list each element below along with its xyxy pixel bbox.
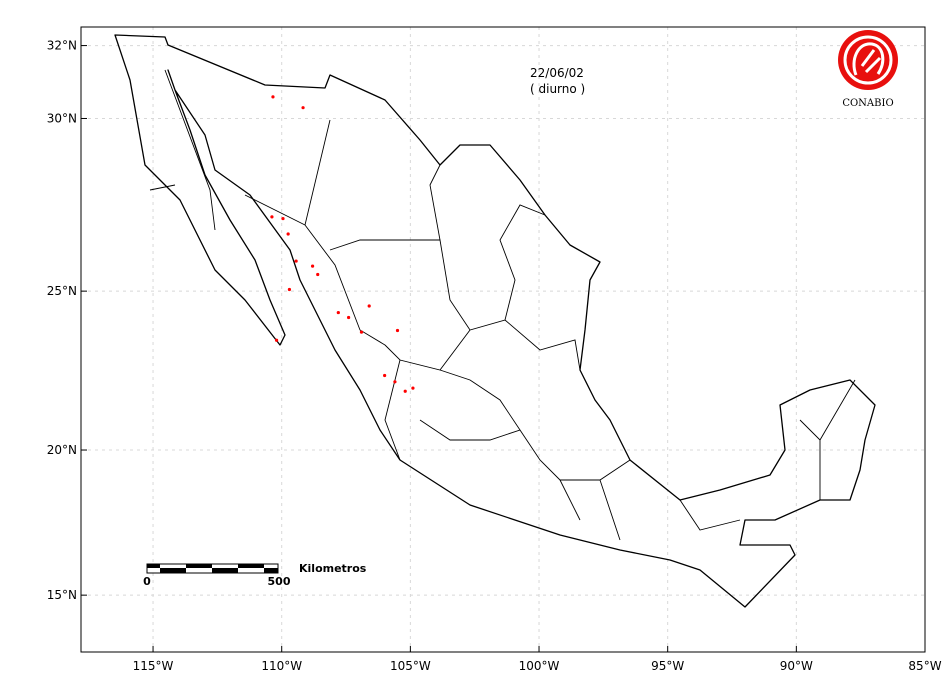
x-tick-label: 90°W: [780, 659, 813, 673]
fire-point: [270, 215, 274, 219]
fire-point: [310, 264, 315, 268]
fire-point: [316, 272, 320, 277]
country-outline: [114, 34, 876, 608]
x-tick-label: 105°W: [390, 659, 431, 673]
fire-point: [336, 310, 340, 315]
fire-point: [411, 386, 415, 390]
x-tick-label: 100°W: [519, 659, 560, 673]
fire-point: [287, 287, 292, 292]
ticks: 115°W 110°W 105°W 100°W 95°W 90°W 85°W 32°N 30°N…: [47, 39, 942, 673]
map-frame: [80, 26, 926, 653]
logo-ring: [843, 35, 893, 85]
scale-start: 0: [143, 575, 151, 588]
scale-unit: Kilometros: [299, 562, 367, 575]
fire-point: [271, 95, 275, 99]
fire-point: [383, 373, 387, 378]
scale-end: 500: [268, 575, 291, 588]
x-tick-label: 95°W: [651, 659, 684, 673]
date-label: 22/06/02: [530, 66, 584, 80]
fire-point: [274, 338, 279, 342]
y-tick-label: 15°N: [47, 588, 77, 602]
fire-point: [395, 328, 400, 333]
fire-point: [393, 380, 397, 384]
x-tick-label: 85°W: [908, 659, 941, 673]
x-tick-label: 110°W: [261, 659, 302, 673]
logo-text: CONABIO: [842, 98, 893, 109]
scale-bar: 0 500 Kilometros: [143, 562, 367, 588]
fire-point: [403, 389, 407, 393]
fire-point: [301, 106, 305, 110]
fire-point: [347, 315, 351, 320]
logo-mark: [852, 42, 885, 76]
fire-point: [359, 330, 364, 334]
logo: CONABIO: [838, 30, 898, 109]
fire-point: [367, 304, 371, 308]
y-tick-label: 20°N: [47, 443, 77, 457]
fire-point: [281, 216, 285, 221]
grid: [81, 27, 926, 652]
fire-point: [286, 232, 290, 236]
period-label: ( diurno ): [530, 82, 585, 96]
scale-bar-checks: [147, 564, 278, 573]
y-tick-label: 32°N: [47, 39, 77, 53]
state-borders: [149, 69, 856, 541]
fire-point: [294, 259, 298, 263]
y-tick-label: 25°N: [47, 284, 77, 298]
fire-points: [270, 95, 415, 393]
y-tick-label: 30°N: [47, 111, 77, 125]
x-tick-label: 115°W: [133, 659, 174, 673]
